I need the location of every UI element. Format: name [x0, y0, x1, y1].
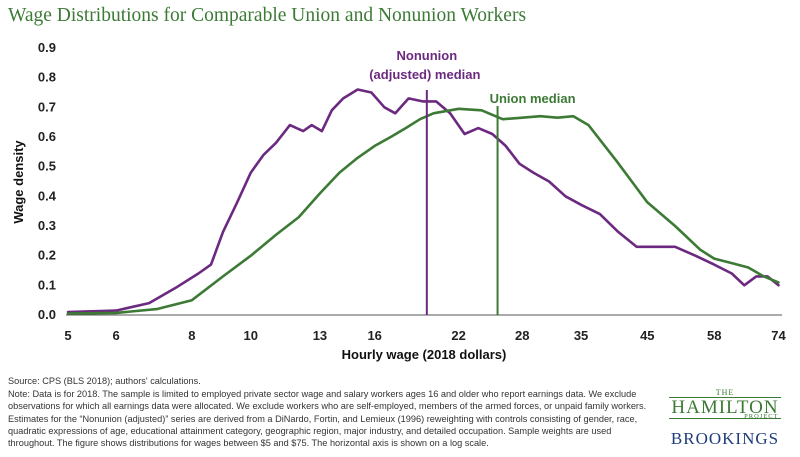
y-tick-label: 0.4 [38, 188, 57, 203]
median-label: (adjusted) median [369, 67, 480, 82]
median-label: Union median [490, 91, 576, 106]
x-tick-label: 74 [771, 328, 786, 343]
y-tick-label: 0.6 [38, 129, 56, 144]
x-tick-label: 6 [112, 328, 119, 343]
x-tick-label: 58 [707, 328, 721, 343]
hamilton-brookings-logo: THE HAMILTON PROJECT BROOKINGS [660, 388, 790, 449]
logo-hamilton: HAMILTON PROJECT [669, 397, 781, 420]
y-axis-ticks: 0.0 0.1 0.2 0.3 0.4 0.5 0.6 0.7 0.8 0.9 [38, 40, 57, 322]
logo-brookings: BROOKINGS [670, 429, 780, 448]
x-tick-label: 13 [313, 328, 327, 343]
y-tick-label: 0.3 [38, 218, 56, 233]
median-label: Nonunion [397, 48, 458, 63]
line-chart: 0.0 0.1 0.2 0.3 0.4 0.5 0.6 0.7 0.8 0.9 5 6 8 10 13 16… [11, 40, 786, 362]
x-tick-label: 28 [515, 328, 529, 343]
x-tick-label: 8 [188, 328, 195, 343]
y-tick-label: 0.9 [38, 40, 56, 55]
methodology-note: Note: Data is for 2018. The sample is li… [8, 389, 647, 449]
y-tick-label: 0.5 [38, 159, 56, 174]
x-tick-label: 5 [64, 328, 71, 343]
y-tick-label: 0.1 [38, 277, 56, 292]
logo-hamilton-text: HAMILTON [671, 397, 779, 418]
median-annotations: Nonunion (adjusted) median Union median [369, 48, 576, 315]
y-axis-label: Wage density [11, 140, 26, 224]
y-tick-label: 0.7 [38, 99, 56, 114]
chart-title: Wage Distributions for Comparable Union … [8, 5, 527, 26]
x-tick-label: 45 [640, 328, 654, 343]
y-tick-label: 0.0 [38, 307, 56, 322]
x-tick-label: 22 [451, 328, 465, 343]
y-tick-label: 0.2 [38, 248, 56, 263]
x-tick-label: 16 [367, 328, 381, 343]
series-line-union [66, 107, 780, 315]
x-tick-label: 10 [244, 328, 258, 343]
x-axis-ticks: 5 6 8 10 13 16 22 28 35 45 58 74 [64, 328, 786, 343]
series-lines [66, 88, 780, 315]
logo-the: THE [715, 388, 735, 397]
source-note: Source: CPS (BLS 2018); authors' calcula… [8, 376, 201, 386]
series-line-nonunion-adjusted [66, 88, 780, 314]
logo-project: PROJECT [744, 413, 779, 420]
x-axis-label: Hourly wage (2018 dollars) [342, 347, 507, 362]
x-tick-label: 35 [574, 328, 588, 343]
y-tick-label: 0.8 [38, 70, 56, 85]
